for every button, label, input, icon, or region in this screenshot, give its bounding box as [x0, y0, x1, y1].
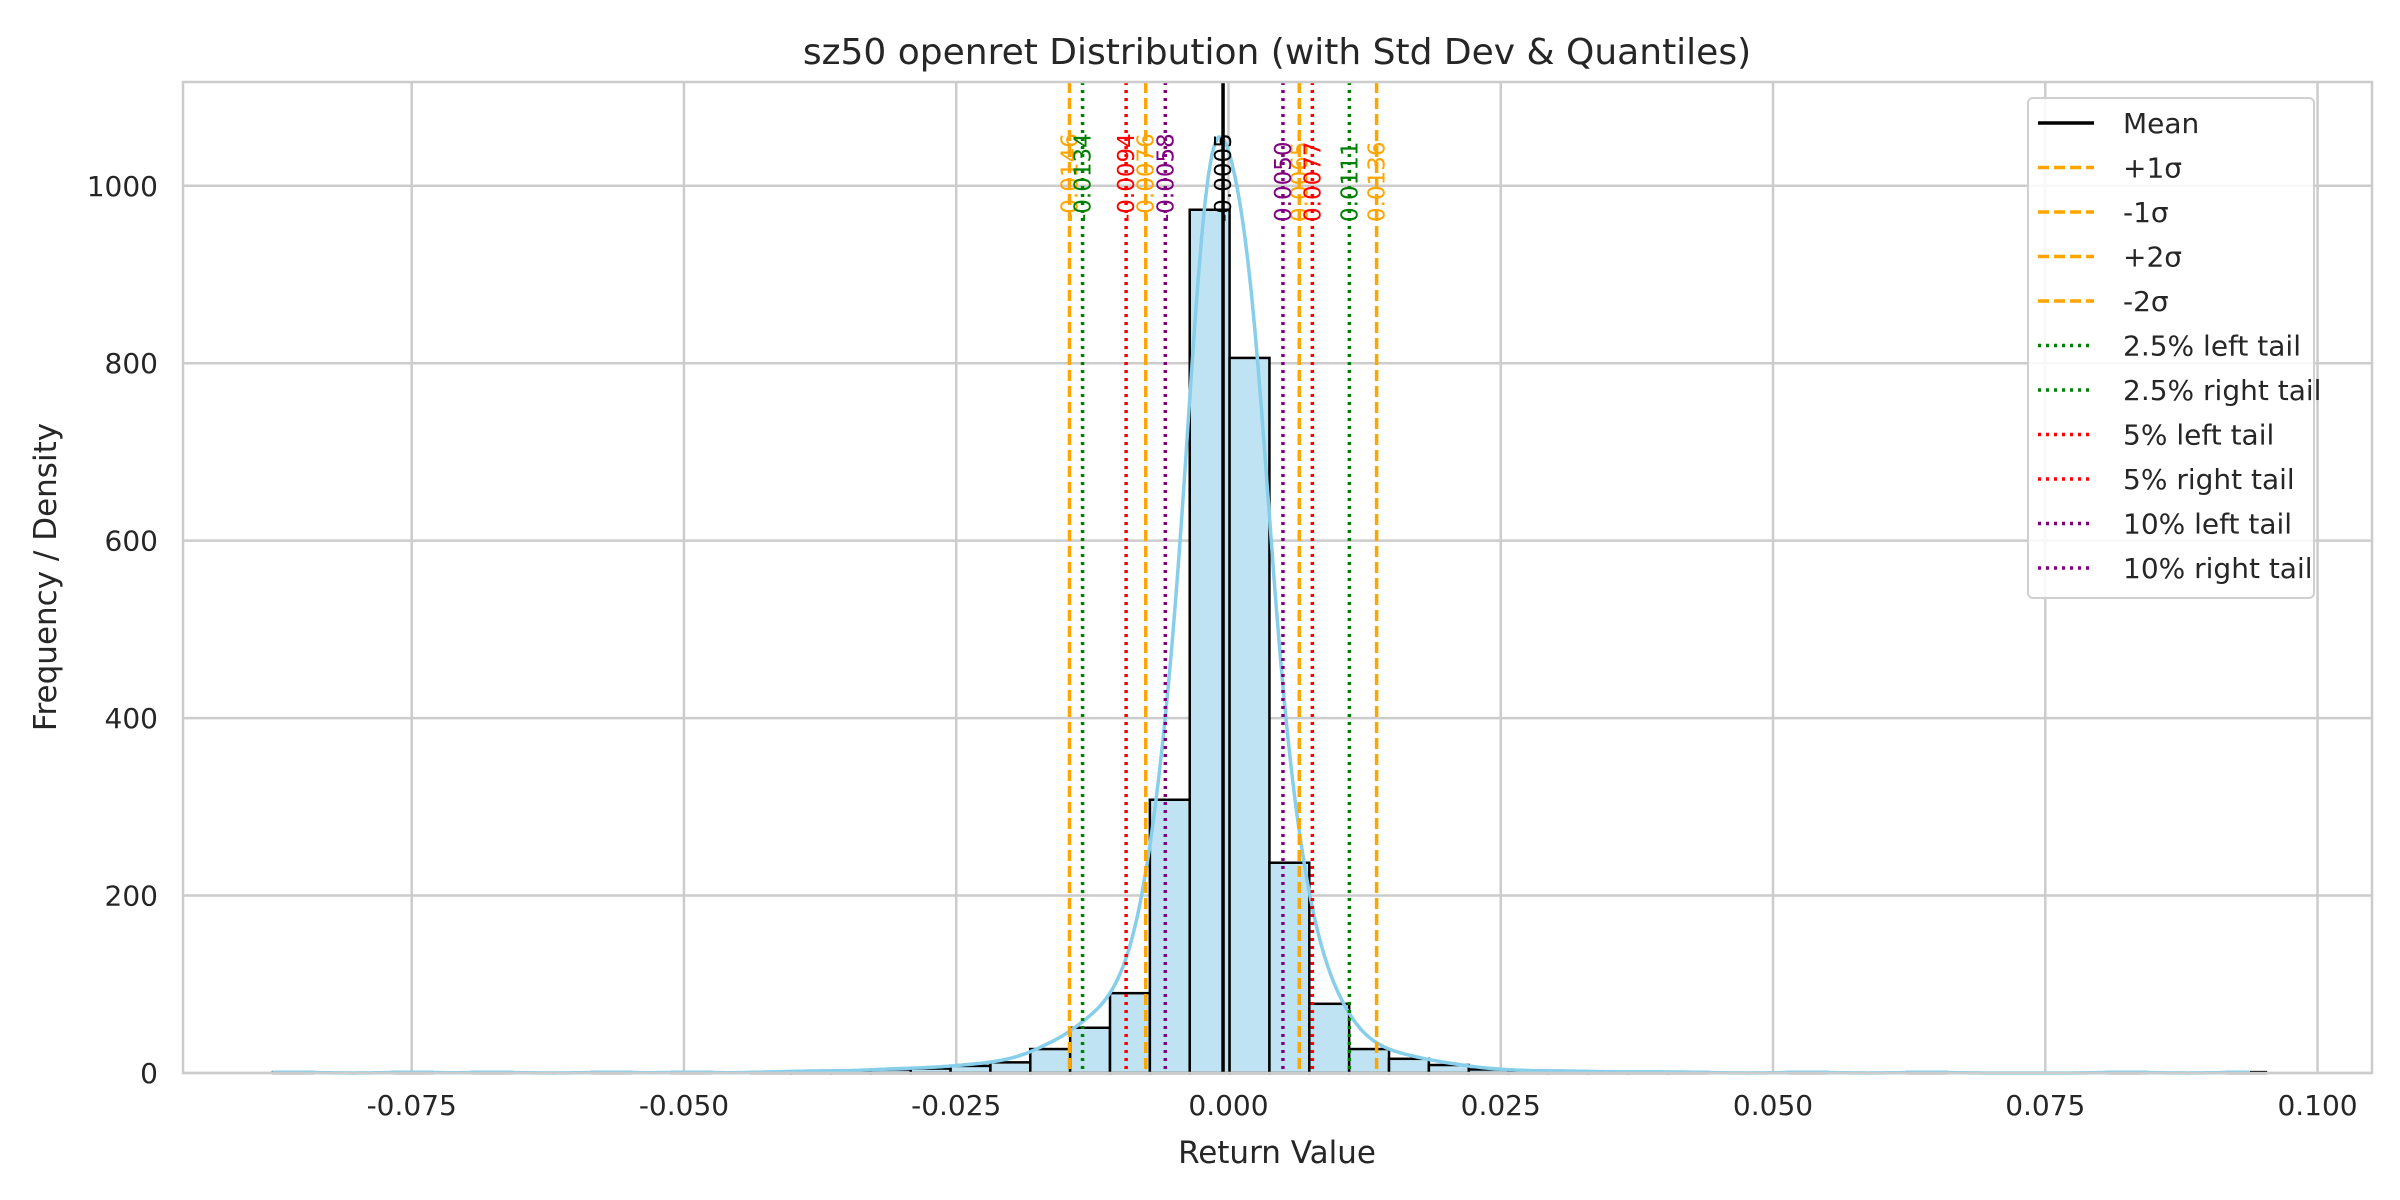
y-axis-label: Frequency / Density [28, 423, 64, 731]
legend-label: 5% left tail [2123, 419, 2274, 452]
legend-item: 2.5% left tail [2038, 330, 2301, 363]
legend-label: +1σ [2123, 152, 2182, 185]
histogram-bar [989, 1061, 1032, 1075]
axes-frame [181, 80, 2374, 1075]
x-tick-label: 0.050 [1733, 1089, 1813, 1122]
legend-item: 10% right tail [2038, 552, 2313, 585]
vline-label: -0.0058 [1153, 133, 1179, 222]
legend-item: 2.5% right tail [2038, 374, 2321, 407]
x-tick-label: 0.025 [1461, 1089, 1541, 1122]
legend-label: 10% left tail [2123, 508, 2292, 541]
vline-label: -0.0094 [1114, 133, 1140, 222]
histogram-bar [1228, 356, 1271, 1075]
vline-label: 0.0136 [1365, 142, 1391, 222]
x-tick-label: -0.025 [911, 1089, 1001, 1122]
x-axis-label: Return Value [1178, 1135, 1376, 1171]
x-tick-label: 0.100 [2277, 1089, 2357, 1122]
legend-label: +2σ [2123, 241, 2182, 274]
x-tick-label: 0.000 [1188, 1089, 1268, 1122]
chart-title: sz50 openret Distribution (with Std Dev … [803, 32, 1751, 73]
reference-lines: -0.0005 0.0065 -0.0076 0.0136 -0.0146-0.0134… [1057, 82, 1391, 1073]
y-tick-label: 1000 [87, 170, 158, 203]
y-tick-label: 600 [105, 525, 158, 558]
histogram-bars [271, 208, 2268, 1075]
legend-label: 2.5% left tail [2123, 330, 2301, 363]
y-tick-label: 800 [105, 347, 158, 380]
histogram-bar [1308, 1002, 1351, 1075]
y-tick-label: 400 [105, 702, 158, 735]
x-tick-label: 0.075 [2005, 1089, 2085, 1122]
legend: Mean +1σ -1σ +2σ -2σ 2.5% left tail 2.5% right… [2027, 97, 2321, 599]
legend-item: -2σ [2038, 285, 2169, 318]
vline-label: 0.0050 [1271, 142, 1297, 222]
legend-item: 5% right tail [2038, 463, 2295, 496]
legend-label: -1σ [2123, 196, 2169, 229]
vline-label: -0.0146 [1057, 133, 1083, 222]
y-tick-label: 0 [140, 1057, 158, 1090]
histogram-bar [1347, 1047, 1391, 1075]
legend-label: -2σ [2123, 285, 2169, 318]
legend-box [2027, 97, 2315, 599]
vline-label: 0.0111 [1337, 142, 1363, 222]
legend-label: 2.5% right tail [2123, 374, 2321, 407]
histogram-bar [1148, 798, 1191, 1075]
legend-label: 10% right tail [2123, 552, 2313, 585]
legend-item: -1σ [2038, 196, 2169, 229]
legend-label: 5% right tail [2123, 463, 2295, 496]
legend-item: Mean [2038, 107, 2199, 140]
x-tick-label: -0.050 [639, 1089, 729, 1122]
y-axis-ticks: 0 200 400 600 800 1000 [87, 170, 158, 1090]
vline-label: 0.0077 [1300, 142, 1326, 222]
histogram-bar [1387, 1057, 1431, 1075]
x-tick-label: -0.075 [367, 1089, 457, 1122]
x-axis-ticks: -0.075 -0.050 -0.025 0.000 0.025 0.050 0.075 0.… [367, 1089, 2358, 1122]
legend-item: 10% left tail [2038, 508, 2292, 541]
histogram-bar [1268, 861, 1311, 1075]
vline-label: -0.0134 [1071, 133, 1097, 222]
y-tick-label: 200 [105, 880, 158, 913]
legend-item: +2σ [2038, 241, 2182, 274]
grid [183, 82, 2372, 1075]
vline-label: -0.0005 [1211, 133, 1237, 222]
legend-item: 5% left tail [2038, 419, 2274, 452]
vline-label: 0.0065 [1287, 142, 1313, 222]
histogram-bar [1108, 991, 1152, 1075]
legend-label: Mean [2123, 107, 2199, 140]
histogram-bar [1029, 1047, 1072, 1075]
histogram-bar [1068, 1026, 1112, 1075]
vline-label: -0.0076 [1134, 133, 1160, 222]
legend-item: +1σ [2038, 152, 2182, 185]
